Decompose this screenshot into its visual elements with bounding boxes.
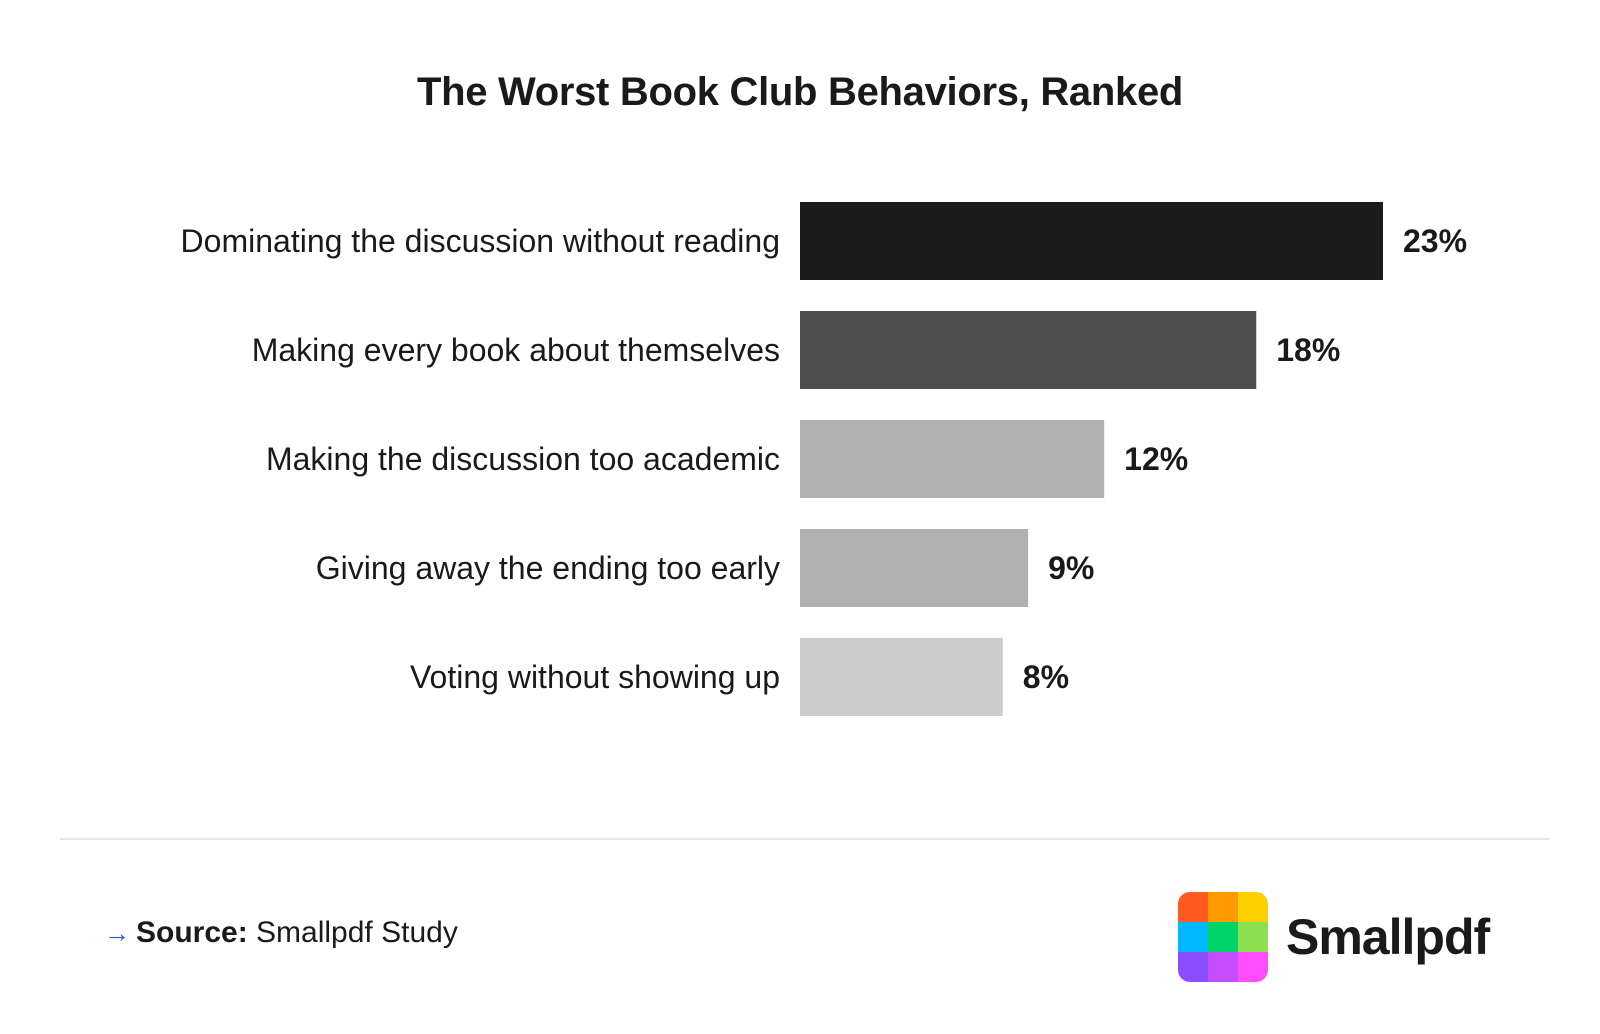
bar: [800, 420, 1105, 498]
bar-chart: Dominating the discussion without readin…: [181, 202, 1467, 716]
brand: Smallpdf: [1178, 892, 1490, 982]
brand-name: Smallpdf: [1286, 909, 1490, 965]
footer-divider: [60, 838, 1550, 840]
category-label: Giving away the ending too early: [316, 550, 780, 586]
value-label: 9%: [1048, 550, 1094, 586]
logo-tile: [1178, 892, 1208, 922]
arrow-right-icon: →: [104, 918, 130, 948]
bar: [800, 638, 1003, 716]
source-label: Source:: [136, 916, 248, 949]
category-label: Dominating the discussion without readin…: [181, 223, 780, 259]
logo-tile: [1208, 892, 1238, 922]
value-label: 23%: [1403, 223, 1467, 259]
source-note: → Source: Smallpdf Study: [104, 916, 458, 950]
logo-tile: [1238, 892, 1268, 922]
source-text: Smallpdf Study: [256, 916, 458, 949]
category-label: Making every book about themselves: [252, 332, 780, 368]
logo-tile: [1208, 922, 1238, 952]
logo-tile: [1238, 952, 1268, 982]
smallpdf-logo-icon: [1178, 892, 1268, 982]
bar: [800, 202, 1383, 280]
logo-tile: [1178, 922, 1208, 952]
chart-title: The Worst Book Club Behaviors, Ranked: [416, 70, 1184, 114]
logo-tile: [1208, 952, 1238, 982]
logo-tile: [1238, 922, 1268, 952]
category-label: Making the discussion too academic: [266, 441, 780, 477]
category-label: Voting without showing up: [410, 659, 780, 695]
bar: [800, 529, 1029, 607]
value-label: 8%: [1023, 659, 1069, 695]
logo-tile: [1178, 952, 1208, 982]
value-label: 18%: [1276, 332, 1340, 368]
value-label: 12%: [1124, 441, 1188, 477]
bar: [800, 311, 1257, 389]
